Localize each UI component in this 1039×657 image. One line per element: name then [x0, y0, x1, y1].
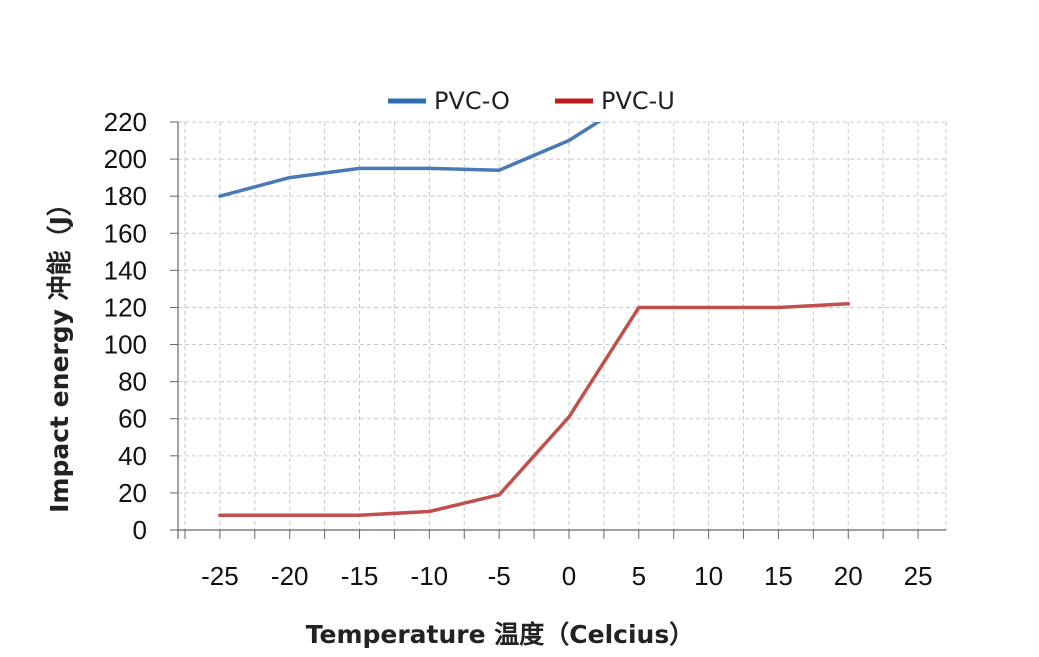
legend-label: PVC-O — [434, 87, 510, 115]
series-line-pvc-u — [218, 301, 851, 517]
x-tick-label: 25 — [904, 561, 933, 591]
y-tick-label: 140 — [104, 255, 147, 285]
grid-lines — [178, 121, 947, 530]
y-axis-title: Impact energy 冲能（J） — [45, 191, 74, 513]
x-tick-label: 0 — [562, 561, 576, 591]
y-tick-label: 180 — [104, 181, 147, 211]
x-tick-label: 10 — [694, 561, 723, 591]
y-tick-label: 200 — [104, 144, 147, 174]
y-tick-label: 220 — [104, 107, 147, 137]
y-tick-label: 20 — [118, 478, 147, 508]
x-tick-label: 20 — [834, 561, 863, 591]
x-tick-label: 5 — [632, 561, 646, 591]
y-tick-label: 40 — [118, 441, 147, 471]
legend: PVC-O PVC-U — [388, 87, 675, 115]
series-layer — [218, 122, 851, 517]
x-tick-label: -10 — [411, 561, 449, 591]
x-tick-labels: -25 -20 -15 -10 -5 0 5 10 15 20 25 — [201, 561, 932, 591]
legend-label: PVC-U — [601, 87, 675, 115]
y-tick-label: 80 — [118, 367, 147, 397]
axes — [170, 121, 946, 539]
x-tick-label: -25 — [201, 561, 239, 591]
y-tick-labels: 0 20 40 60 80 100 120 140 160 180 200 220 — [104, 107, 147, 545]
y-tick-label: 160 — [104, 218, 147, 248]
x-tick-label: 15 — [764, 561, 793, 591]
x-tick-label: -5 — [488, 561, 511, 591]
y-tick-label: 120 — [104, 292, 147, 322]
x-axis-title: Temperature 温度（Celcius） — [306, 620, 694, 649]
x-tick-label: -15 — [341, 561, 379, 591]
y-tick-label: 60 — [118, 404, 147, 434]
x-tick-label: -20 — [271, 561, 309, 591]
y-tick-label: 100 — [104, 330, 147, 360]
series-line-pvc-o — [218, 122, 602, 198]
y-tick-label: 0 — [133, 515, 147, 545]
